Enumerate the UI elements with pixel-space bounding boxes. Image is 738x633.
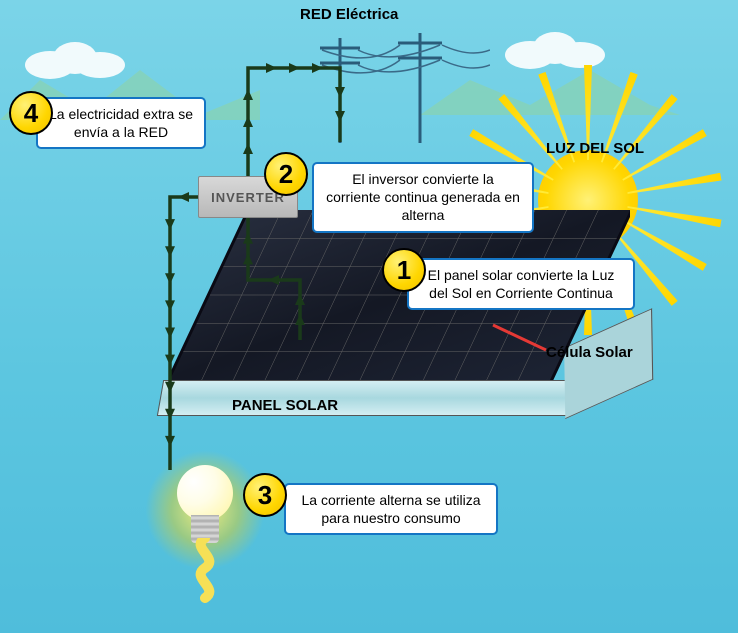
cell-label: Célula Solar [546,344,633,361]
panel-label: PANEL SOLAR [232,397,338,414]
callout-1: El panel solar convierte la Luz del Sol … [407,258,635,310]
badge-4: 4 [9,91,53,135]
badge-2: 2 [264,152,308,196]
cell-pointer [488,320,548,360]
badge-3: 3 [243,473,287,517]
flow-arrows [0,0,738,633]
callout-2: El inversor convierte la corriente conti… [312,162,534,233]
callout-4: La electricidad extra se envía a la RED [36,97,206,149]
badge-1: 1 [382,248,426,292]
callout-2-text: El inversor convierte la corriente conti… [326,171,520,223]
callout-1-text: El panel solar convierte la Luz del Sol … [428,267,615,301]
grid-label: RED Eléctrica [300,6,398,23]
callout-4-text: La electricidad extra se envía a la RED [49,106,193,140]
sun-label: LUZ DEL SOL [546,140,644,157]
callout-3-text: La corriente alterna se utiliza para nue… [302,492,481,526]
callout-3: La corriente alterna se utiliza para nue… [284,483,498,535]
